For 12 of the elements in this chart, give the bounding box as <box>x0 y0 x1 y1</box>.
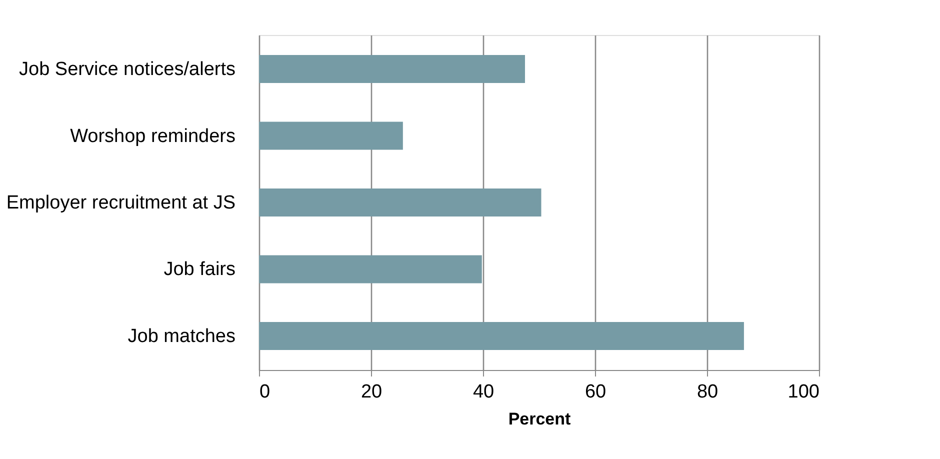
y-tick-label: Job fairs <box>164 259 236 280</box>
x-tick-label: 0 <box>260 382 270 402</box>
x-tick-label: 80 <box>696 382 718 402</box>
x-tick-label: 100 <box>788 382 820 402</box>
x-axis-title: Percent <box>508 410 572 428</box>
y-tick-label: Job Service notices/alerts <box>19 59 236 80</box>
y-tick-label: Employer recruitment at JS <box>6 192 236 214</box>
y-tick-label: Job matches <box>128 326 236 347</box>
x-tick-label: 40 <box>472 382 494 402</box>
x-tick-label: 60 <box>584 382 606 402</box>
x-tick-label: 20 <box>360 382 382 402</box>
y-tick-label: Worshop reminders <box>70 126 236 147</box>
